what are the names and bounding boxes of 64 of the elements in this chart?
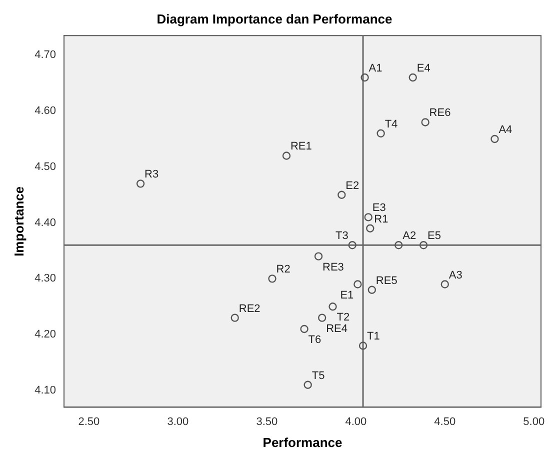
annotation: E2 bbox=[346, 180, 360, 192]
x-tick-label: 5.00 bbox=[523, 416, 545, 428]
point bbox=[136, 180, 145, 188]
y-axis-title: Importance bbox=[11, 186, 26, 256]
point bbox=[408, 73, 417, 82]
annotation: RE3 bbox=[322, 261, 344, 274]
point bbox=[300, 324, 308, 334]
y-tick-label: 4.70 bbox=[34, 49, 56, 62]
point bbox=[282, 152, 291, 160]
point bbox=[440, 280, 449, 288]
annotation: RE4 bbox=[326, 322, 348, 335]
annotation: RE1 bbox=[290, 140, 312, 153]
chart-title: Diagram Importance dan Performance bbox=[156, 11, 392, 26]
annotation: T6 bbox=[308, 334, 322, 346]
point bbox=[318, 314, 326, 322]
annotation: T4 bbox=[384, 118, 398, 130]
point bbox=[364, 213, 372, 222]
point bbox=[376, 129, 385, 138]
point bbox=[368, 286, 376, 294]
y-tick-label: 4.10 bbox=[34, 384, 56, 396]
annotation: T1 bbox=[367, 330, 380, 343]
point bbox=[419, 241, 428, 250]
x-tick-label: 4.00 bbox=[345, 416, 367, 428]
y-tick-label: 4.40 bbox=[34, 216, 56, 229]
annotation: A4 bbox=[498, 124, 512, 136]
annotation: R2 bbox=[276, 264, 290, 276]
annotation: E5 bbox=[428, 230, 441, 242]
x-tick-label: 2.50 bbox=[78, 416, 100, 428]
point bbox=[394, 241, 403, 250]
x-tick-label: 3.00 bbox=[167, 416, 189, 428]
annotation: E4 bbox=[416, 62, 430, 75]
point bbox=[358, 342, 368, 350]
y-tick-label: 4.50 bbox=[34, 160, 56, 173]
annotation: A3 bbox=[448, 269, 462, 282]
annotation: RE6 bbox=[429, 107, 451, 120]
point bbox=[348, 241, 356, 250]
point bbox=[230, 314, 239, 322]
point bbox=[268, 274, 276, 283]
point bbox=[328, 302, 337, 311]
annotation: RE2 bbox=[238, 302, 260, 315]
annotation: T5 bbox=[312, 370, 325, 382]
point bbox=[360, 73, 369, 82]
y-tick-label: 4.30 bbox=[34, 272, 56, 285]
annotation: RE5 bbox=[376, 274, 398, 287]
point bbox=[354, 280, 362, 288]
annotation: R1 bbox=[374, 213, 388, 226]
annotation: T2 bbox=[336, 312, 350, 324]
y-tick-label: 4.20 bbox=[34, 328, 56, 341]
annotation: E1 bbox=[340, 289, 354, 302]
point bbox=[304, 380, 312, 389]
x-tick-label: 4.50 bbox=[434, 416, 456, 428]
point bbox=[366, 224, 374, 232]
annotation: A2 bbox=[402, 230, 416, 242]
annotation: A1 bbox=[368, 62, 382, 75]
y-tick-label: 4.60 bbox=[34, 105, 56, 118]
annotation: R3 bbox=[144, 168, 159, 181]
point bbox=[421, 118, 430, 126]
point bbox=[490, 134, 499, 144]
annotation: E3 bbox=[372, 202, 386, 214]
point bbox=[338, 190, 346, 199]
point bbox=[314, 252, 323, 260]
x-axis-title: Performance bbox=[262, 434, 342, 450]
annotation: T3 bbox=[336, 230, 348, 242]
x-tick-label: 3.50 bbox=[256, 416, 278, 428]
